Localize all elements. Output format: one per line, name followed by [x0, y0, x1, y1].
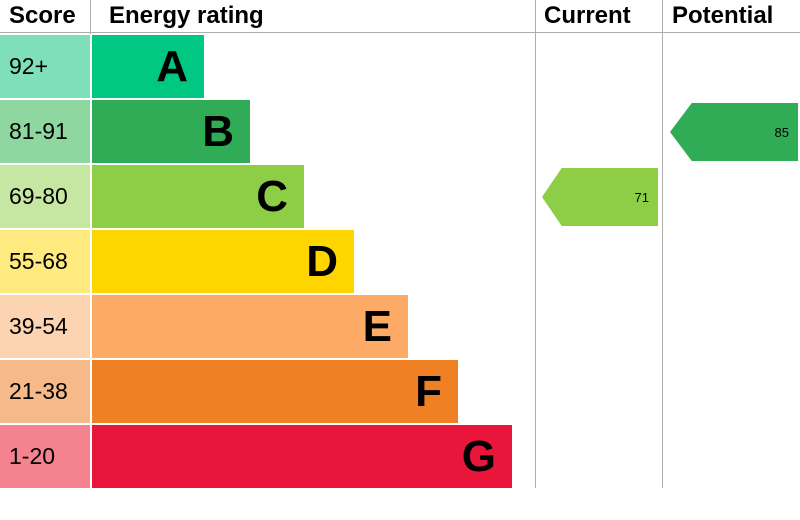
score-range-g: 1-20	[0, 425, 90, 488]
band-row-c: 69-80 C	[0, 165, 800, 228]
band-row-a: 92+ A	[0, 35, 800, 98]
potential-column-header: Potential	[672, 2, 774, 29]
score-range-a: 92+	[0, 35, 90, 98]
band-row-g: 1-20 G	[0, 425, 800, 488]
score-range-f: 21-38	[0, 360, 90, 423]
current-column-header: Current	[544, 2, 631, 29]
potential-rating-arrow: 85	[670, 103, 798, 161]
band-row-f: 21-38 F	[0, 360, 800, 423]
band-row-d: 55-68 D	[0, 230, 800, 293]
energy-rating-column-header: Energy rating	[109, 2, 264, 29]
current-rating-value: 71	[634, 189, 649, 205]
rating-bar-d: D	[92, 230, 354, 293]
rating-bar-a: A	[92, 35, 204, 98]
rating-bar-c: C	[92, 165, 304, 228]
rating-bar-g: G	[92, 425, 512, 488]
score-column-divider	[90, 0, 91, 34]
rating-bands: 92+ A 81-91 B 69-80 C 55-68 D 39-54 E 21…	[0, 35, 800, 488]
rating-bar-b: B	[92, 100, 250, 163]
band-row-b: 81-91 B	[0, 100, 800, 163]
score-range-b: 81-91	[0, 100, 90, 163]
score-range-d: 55-68	[0, 230, 90, 293]
score-range-c: 69-80	[0, 165, 90, 228]
rating-bar-e: E	[92, 295, 408, 358]
score-column-header: Score	[9, 2, 76, 29]
current-rating-arrow: 71	[542, 168, 658, 226]
rating-bar-f: F	[92, 360, 458, 423]
potential-rating-value: 85	[774, 124, 789, 140]
potential-column-divider	[662, 0, 663, 488]
chart-header: Score Energy rating Current Potential	[0, 0, 800, 33]
current-column-divider	[535, 0, 536, 488]
band-row-e: 39-54 E	[0, 295, 800, 358]
score-range-e: 39-54	[0, 295, 90, 358]
